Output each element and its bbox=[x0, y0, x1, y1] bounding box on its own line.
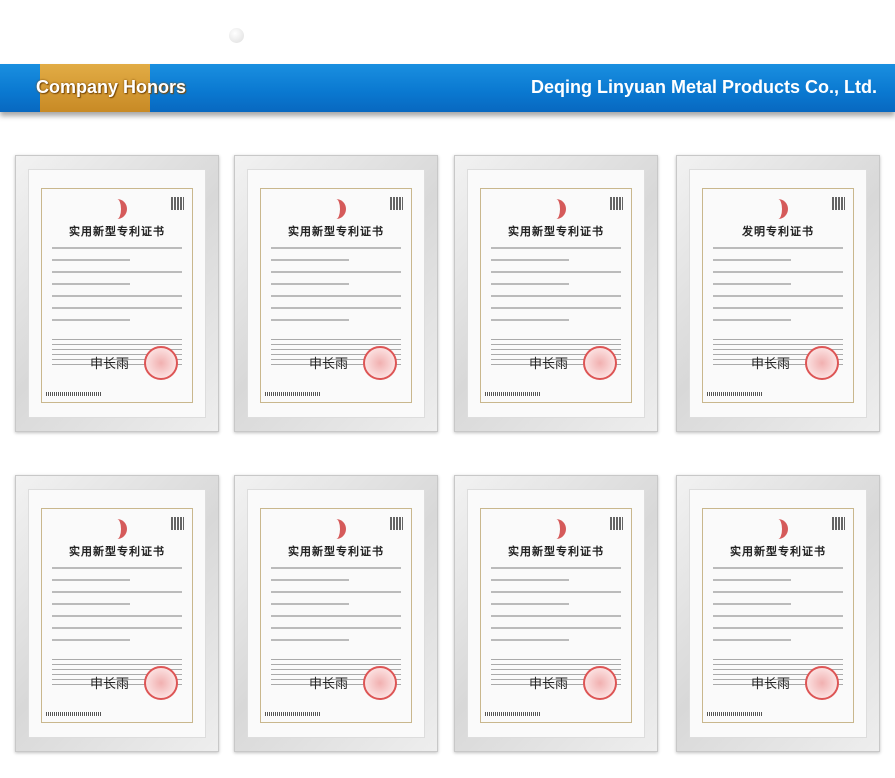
certificate-border: 实用新型专利证书 申长雨 bbox=[260, 188, 412, 403]
patent-logo-icon bbox=[768, 519, 788, 539]
certificate-frame: 实用新型专利证书 申长雨 bbox=[454, 155, 658, 432]
certificate-fields bbox=[713, 247, 843, 331]
certificate-fields bbox=[491, 567, 621, 651]
official-seal-icon bbox=[363, 346, 397, 380]
official-seal-icon bbox=[583, 666, 617, 700]
signature: 申长雨 bbox=[309, 357, 349, 372]
qr-code-icon bbox=[171, 517, 184, 530]
certificate: 实用新型专利证书 申长雨 bbox=[28, 169, 206, 418]
certificate-title: 实用新型专利证书 bbox=[508, 225, 604, 238]
certificate-fields bbox=[271, 567, 401, 651]
official-seal-icon bbox=[363, 666, 397, 700]
qr-code-icon bbox=[610, 517, 623, 530]
signature: 申长雨 bbox=[90, 677, 130, 692]
qr-code-icon bbox=[832, 197, 845, 210]
certificate-title: 实用新型专利证书 bbox=[288, 225, 384, 238]
certificate-title: 发明专利证书 bbox=[742, 225, 814, 238]
certificate-border: 实用新型专利证书 申长雨 bbox=[702, 508, 854, 723]
official-seal-icon bbox=[583, 346, 617, 380]
certificate-frame: 发明专利证书 申长雨 bbox=[676, 155, 880, 432]
certificate-text bbox=[491, 659, 621, 689]
certificate-fields bbox=[713, 567, 843, 651]
certificate-frame: 实用新型专利证书 申长雨 bbox=[15, 155, 219, 432]
certificate-title: 实用新型专利证书 bbox=[508, 545, 604, 558]
certificate-border: 实用新型专利证书 申长雨 bbox=[41, 188, 193, 403]
certificate-text bbox=[713, 659, 843, 689]
company-name: Deqing Linyuan Metal Products Co., Ltd. bbox=[530, 77, 877, 97]
certificate-frame: 实用新型专利证书 申长雨 bbox=[234, 475, 438, 752]
qr-code-icon bbox=[610, 197, 623, 210]
certificate-text bbox=[491, 339, 621, 369]
certificate: 实用新型专利证书 申长雨 bbox=[689, 489, 867, 738]
certificate-frame: 实用新型专利证书 申长雨 bbox=[234, 155, 438, 432]
certificate-text bbox=[52, 659, 182, 689]
certificate: 实用新型专利证书 申长雨 bbox=[247, 489, 425, 738]
certificate-text bbox=[52, 339, 182, 369]
certificate: 实用新型专利证书 申长雨 bbox=[467, 169, 645, 418]
official-seal-icon bbox=[144, 346, 178, 380]
qr-code-icon bbox=[390, 197, 403, 210]
certificate-title: 实用新型专利证书 bbox=[288, 545, 384, 558]
signature: 申长雨 bbox=[751, 677, 791, 692]
certificate: 实用新型专利证书 申长雨 bbox=[467, 489, 645, 738]
official-seal-icon bbox=[144, 666, 178, 700]
patent-logo-icon bbox=[326, 519, 346, 539]
certificate-frame: 实用新型专利证书 申长雨 bbox=[454, 475, 658, 752]
certificate-border: 实用新型专利证书 申长雨 bbox=[480, 188, 632, 403]
barcode-icon bbox=[265, 712, 320, 716]
certificate-title: 实用新型专利证书 bbox=[69, 545, 165, 558]
header-banner: Company Honors Deqing Linyuan Metal Prod… bbox=[0, 64, 895, 112]
signature: 申长雨 bbox=[751, 357, 791, 372]
certificate-frame: 实用新型专利证书 申长雨 bbox=[676, 475, 880, 752]
certificate-text bbox=[271, 659, 401, 689]
barcode-icon bbox=[265, 392, 320, 396]
signature: 申长雨 bbox=[309, 677, 349, 692]
certificate-fields bbox=[491, 247, 621, 331]
patent-logo-icon bbox=[107, 519, 127, 539]
barcode-icon bbox=[707, 712, 762, 716]
certificate-title: 实用新型专利证书 bbox=[69, 225, 165, 238]
patent-logo-icon bbox=[107, 199, 127, 219]
section-tab bbox=[40, 64, 150, 112]
barcode-icon bbox=[707, 392, 762, 396]
signature: 申长雨 bbox=[90, 357, 130, 372]
patent-logo-icon bbox=[546, 519, 566, 539]
certificate-fields bbox=[271, 247, 401, 331]
barcode-icon bbox=[46, 392, 101, 396]
certificate-text bbox=[271, 339, 401, 369]
certificate-border: 实用新型专利证书 申长雨 bbox=[260, 508, 412, 723]
certificate: 实用新型专利证书 申长雨 bbox=[247, 169, 425, 418]
signature: 申长雨 bbox=[529, 357, 569, 372]
certificate-border: 发明专利证书 申长雨 bbox=[702, 188, 854, 403]
certificate-text bbox=[713, 339, 843, 369]
patent-logo-icon bbox=[768, 199, 788, 219]
certificate-frame: 实用新型专利证书 申长雨 bbox=[15, 475, 219, 752]
qr-code-icon bbox=[390, 517, 403, 530]
barcode-icon bbox=[485, 712, 540, 716]
official-seal-icon bbox=[805, 346, 839, 380]
signature: 申长雨 bbox=[529, 677, 569, 692]
certificate: 发明专利证书 申长雨 bbox=[689, 169, 867, 418]
official-seal-icon bbox=[805, 666, 839, 700]
bullet-dot-icon bbox=[229, 28, 244, 43]
certificate-fields bbox=[52, 567, 182, 651]
patent-logo-icon bbox=[326, 199, 346, 219]
barcode-icon bbox=[46, 712, 101, 716]
certificate-border: 实用新型专利证书 申长雨 bbox=[41, 508, 193, 723]
certificate-border: 实用新型专利证书 申长雨 bbox=[480, 508, 632, 723]
certificate-fields bbox=[52, 247, 182, 331]
certificate-title: 实用新型专利证书 bbox=[730, 545, 826, 558]
section-title: Company Honors bbox=[36, 77, 187, 97]
qr-code-icon bbox=[171, 197, 184, 210]
certificate: 实用新型专利证书 申长雨 bbox=[28, 489, 206, 738]
qr-code-icon bbox=[832, 517, 845, 530]
barcode-icon bbox=[485, 392, 540, 396]
patent-logo-icon bbox=[546, 199, 566, 219]
